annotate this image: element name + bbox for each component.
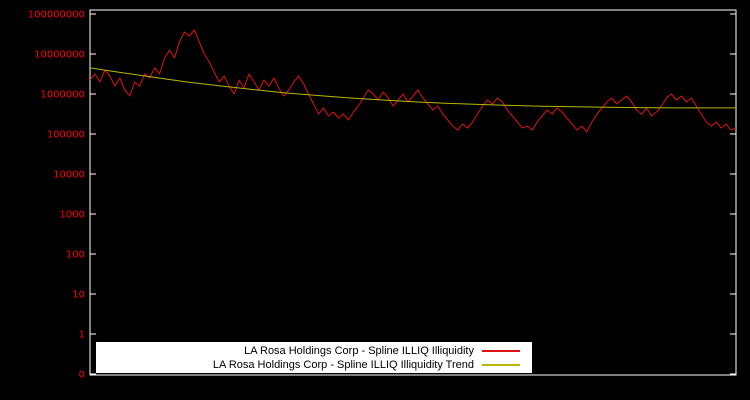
legend-item-trend: LA Rosa Holdings Corp - Spline ILLIQ Ill… bbox=[96, 358, 520, 372]
y-axis-tick-label: 0 bbox=[79, 370, 85, 381]
legend-label-illiquidity: LA Rosa Holdings Corp - Spline ILLIQ Ill… bbox=[244, 344, 474, 357]
trend-series-line bbox=[89, 67, 736, 109]
y-axis-tick-label: 100 bbox=[66, 250, 85, 261]
illiquidity-series-line bbox=[89, 29, 737, 133]
y-axis-tick-label: 100000 bbox=[47, 130, 85, 141]
y-axis-tick-label: 10000 bbox=[53, 170, 85, 181]
y-axis-tick-label: 10000000 bbox=[34, 50, 85, 61]
red-line-sample-icon bbox=[482, 349, 520, 352]
legend-label-trend: LA Rosa Holdings Corp - Spline ILLIQ Ill… bbox=[212, 358, 474, 371]
y-axis-tick-label: 1000 bbox=[60, 210, 85, 221]
legend-item-illiquidity: LA Rosa Holdings Corp - Spline ILLIQ Ill… bbox=[96, 344, 520, 358]
legend: LA Rosa Holdings Corp - Spline ILLIQ Ill… bbox=[96, 342, 532, 373]
y-axis-tick-label: 1000000 bbox=[40, 90, 85, 101]
y-axis-tick-label: 100000000 bbox=[28, 10, 85, 21]
y-axis-tick-label: 10 bbox=[72, 290, 85, 301]
y-axis-tick-label: 1 bbox=[79, 330, 85, 341]
trend-line-sample-icon bbox=[482, 363, 520, 366]
